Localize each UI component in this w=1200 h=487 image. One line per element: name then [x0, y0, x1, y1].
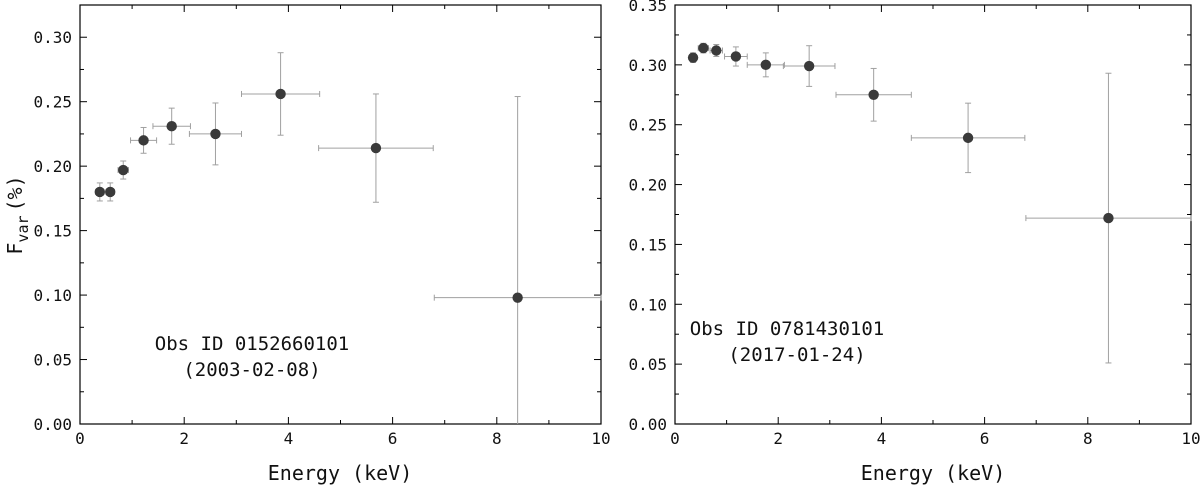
- right-data-point: [697, 42, 710, 54]
- left-marker: [370, 142, 382, 154]
- left-y-tick-label: 0.00: [33, 415, 72, 434]
- left-marker: [105, 186, 116, 198]
- left-y-tick-label: 0.25: [33, 93, 72, 112]
- left-data-point: [188, 102, 243, 166]
- left-x-tick-label: 0: [75, 429, 85, 448]
- right-x-tick-label: 6: [980, 429, 990, 448]
- right-marker: [1103, 212, 1114, 224]
- left-marker: [138, 135, 149, 146]
- left-data-point: [105, 182, 116, 202]
- right-y-tick-label: 0.00: [628, 415, 667, 434]
- right-marker: [730, 51, 742, 62]
- right-x-tick-label: 10: [1181, 429, 1200, 448]
- left-marker: [118, 164, 129, 176]
- right-y-tick-label: 0.15: [628, 235, 667, 254]
- right-data-point: [782, 45, 836, 87]
- right-x-tick-label: 2: [773, 429, 783, 448]
- left-y-axis-title-main: F: [3, 243, 27, 255]
- right-marker: [687, 52, 699, 63]
- left-y-tick-label: 0.05: [33, 351, 72, 370]
- left-x-tick-label: 8: [492, 429, 502, 448]
- right-data-point: [687, 52, 699, 63]
- left-annotation-line-2: (2003-02-08): [183, 359, 320, 381]
- left-y-tick-label: 0.15: [33, 222, 72, 241]
- right-marker: [698, 42, 709, 54]
- left-annotation-line-1: Obs ID 0152660101: [155, 333, 349, 355]
- left-data-point: [241, 52, 321, 136]
- right-y-tick-label: 0.10: [628, 295, 667, 314]
- left-y-tick-label: 0.30: [33, 28, 72, 47]
- left-x-tick-label: 4: [284, 429, 294, 448]
- right-y-tick-label: 0.35: [628, 0, 667, 15]
- left-data-point: [130, 126, 158, 154]
- left-data-point: [433, 96, 602, 424]
- right-data-point: [746, 52, 785, 78]
- right-annotation-line-2: (2017-01-24): [728, 344, 865, 366]
- left-data-point: [94, 182, 105, 202]
- left-marker: [166, 120, 177, 132]
- right-marker: [711, 45, 722, 56]
- left-plot-frame: [79, 4, 602, 425]
- right-data-point: [709, 44, 723, 57]
- right-y-tick-label: 0.05: [628, 355, 667, 374]
- right-data-point: [835, 67, 912, 122]
- left-y-axis-title-sub: var: [14, 215, 32, 242]
- right-x-tick-label: 0: [670, 429, 680, 448]
- left-marker: [94, 186, 105, 198]
- right-panel: Energy (keV) Obs ID 0781430101 (2017-01-…: [628, 0, 1200, 485]
- left-y-axis-title: Fvar (%): [3, 175, 32, 254]
- right-marker: [962, 132, 974, 144]
- left-x-tick-label: 6: [388, 429, 398, 448]
- right-x-axis-title: Energy (keV): [861, 461, 1006, 485]
- right-data-point: [910, 102, 1026, 174]
- right-data-point: [1025, 72, 1192, 364]
- left-y-axis-title-unit: (%): [3, 175, 27, 211]
- right-annotation-line-1: Obs ID 0781430101: [690, 318, 884, 340]
- left-x-tick-label: 2: [179, 429, 189, 448]
- right-x-tick-label: 8: [1083, 429, 1093, 448]
- left-x-tick-label: 10: [591, 429, 610, 448]
- right-y-tick-label: 0.20: [628, 176, 667, 195]
- left-panel: Energy (keV) Fvar (%) Obs ID 0152660101 (…: [3, 4, 611, 485]
- left-y-tick-label: 0.20: [33, 157, 72, 176]
- left-marker: [275, 88, 286, 100]
- right-marker: [760, 59, 772, 71]
- left-data-point: [152, 107, 191, 145]
- left-x-axis-title: Energy (keV): [268, 461, 413, 485]
- left-y-tick-label: 0.10: [33, 286, 72, 305]
- right-y-tick-label: 0.30: [628, 56, 667, 75]
- left-data-point: [318, 93, 434, 203]
- right-data-point: [724, 46, 748, 67]
- left-marker: [210, 128, 221, 140]
- left-data-point: [117, 160, 129, 180]
- left-marker: [512, 292, 523, 303]
- right-marker: [868, 89, 879, 100]
- right-x-tick-label: 4: [877, 429, 887, 448]
- right-y-tick-label: 0.25: [628, 116, 667, 135]
- right-marker: [803, 60, 815, 72]
